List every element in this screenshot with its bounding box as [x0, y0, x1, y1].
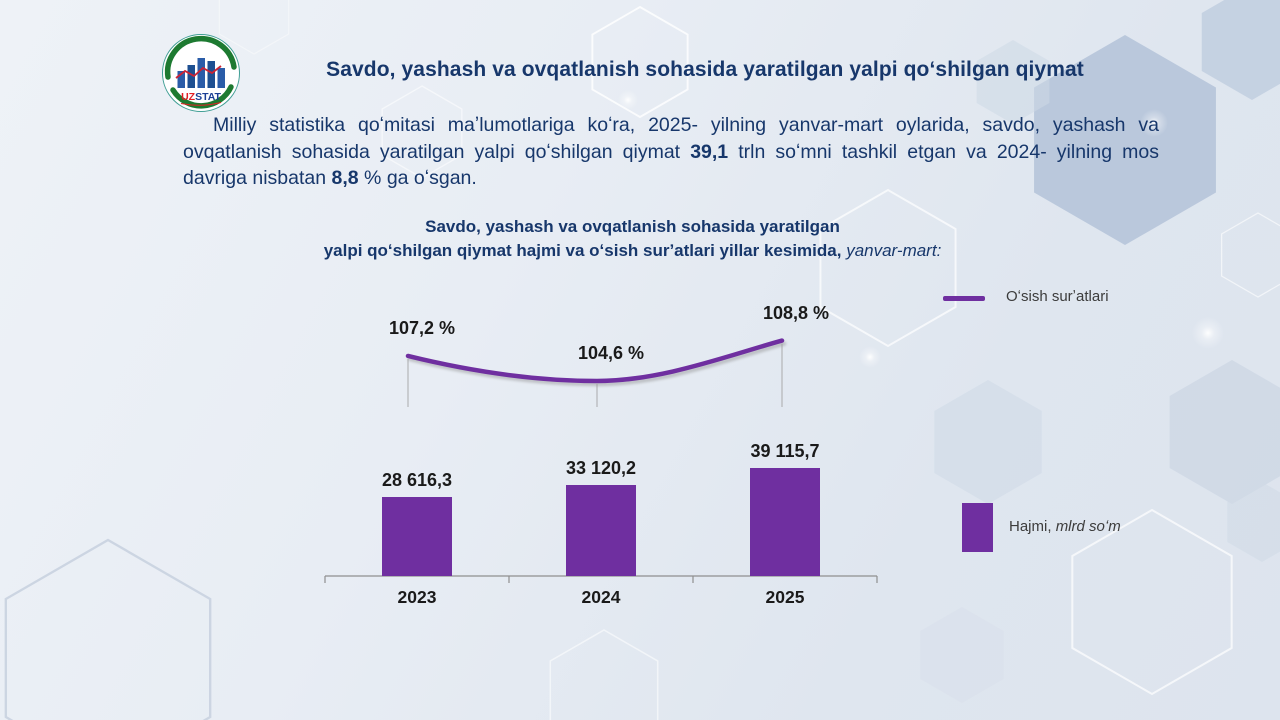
x-tick-2024: 2024	[581, 587, 621, 607]
bar-value-2025: 39 115,7	[750, 441, 820, 462]
chart-title-line2: yalpi qoʻshilgan qiymat hajmi va oʻsish …	[280, 239, 985, 263]
bar-value-2024: 33 120,2	[565, 457, 637, 478]
intro-value-trillion: 39,1	[690, 140, 729, 163]
intro-value-percent: 8,8	[331, 167, 359, 189]
page-title: Savdo, yashash va ovqatlanish sohasida y…	[326, 58, 1084, 81]
legend-bar-swatch	[962, 503, 993, 552]
logo-green-swoosh-bottom	[170, 84, 234, 109]
logo-bar-chart-icon	[177, 58, 225, 88]
bar-value-2023: 28 616,3	[381, 470, 453, 491]
legend-bar-label: Hajmi, mlrd soʻm	[1009, 518, 1121, 535]
line-value-2024: 104,6 %	[577, 342, 645, 363]
uzstat-logo: UZSTAT	[162, 34, 240, 112]
bar-2023	[382, 497, 452, 576]
logo-underline-swoosh	[180, 102, 222, 106]
legend-bar-label-unit: mlrd soʻm	[1055, 518, 1121, 535]
line-value-2025: 108,8 %	[762, 302, 830, 323]
intro-paragraph: Milliy statistika qoʻmitasi maʼlumotlari…	[183, 112, 1159, 192]
chart-title-line2-text: yalpi qoʻshilgan qiymat hajmi va oʻsish …	[323, 241, 842, 260]
chart-title: Savdo, yashash va ovqatlanish sohasida y…	[280, 215, 985, 263]
logo-wordmark: UZSTAT	[181, 91, 221, 103]
legend-bar-label-text: Hajmi,	[1009, 518, 1052, 535]
intro-text-3: % ga oʻsgan.	[358, 167, 477, 189]
legend-line-label: Oʻsish surʼatlari	[1006, 288, 1109, 305]
logo-trend-line-icon	[175, 65, 222, 79]
logo-green-swoosh-top	[164, 35, 237, 80]
x-axis	[324, 575, 878, 583]
bar-2025	[750, 468, 820, 576]
intro-text-1: Milliy statistika qoʻmitasi maʼlumotlari…	[183, 114, 1159, 163]
x-tick-2025: 2025	[765, 587, 805, 607]
bar-2024	[566, 484, 636, 576]
chart-title-line1: Savdo, yashash va ovqatlanish sohasida y…	[425, 217, 840, 236]
sparkle	[1192, 317, 1224, 349]
sparkle	[859, 346, 881, 368]
sparkle	[618, 90, 638, 110]
line-value-2023: 107,2 %	[388, 317, 456, 338]
chart-title-period: yanvar-mart:	[846, 241, 942, 260]
intro-text-2: trln soʻmni tashkil etgan va 2024- yilni…	[183, 140, 1159, 190]
legend-line-swatch	[943, 296, 985, 301]
x-tick-2023: 2023	[397, 587, 437, 607]
